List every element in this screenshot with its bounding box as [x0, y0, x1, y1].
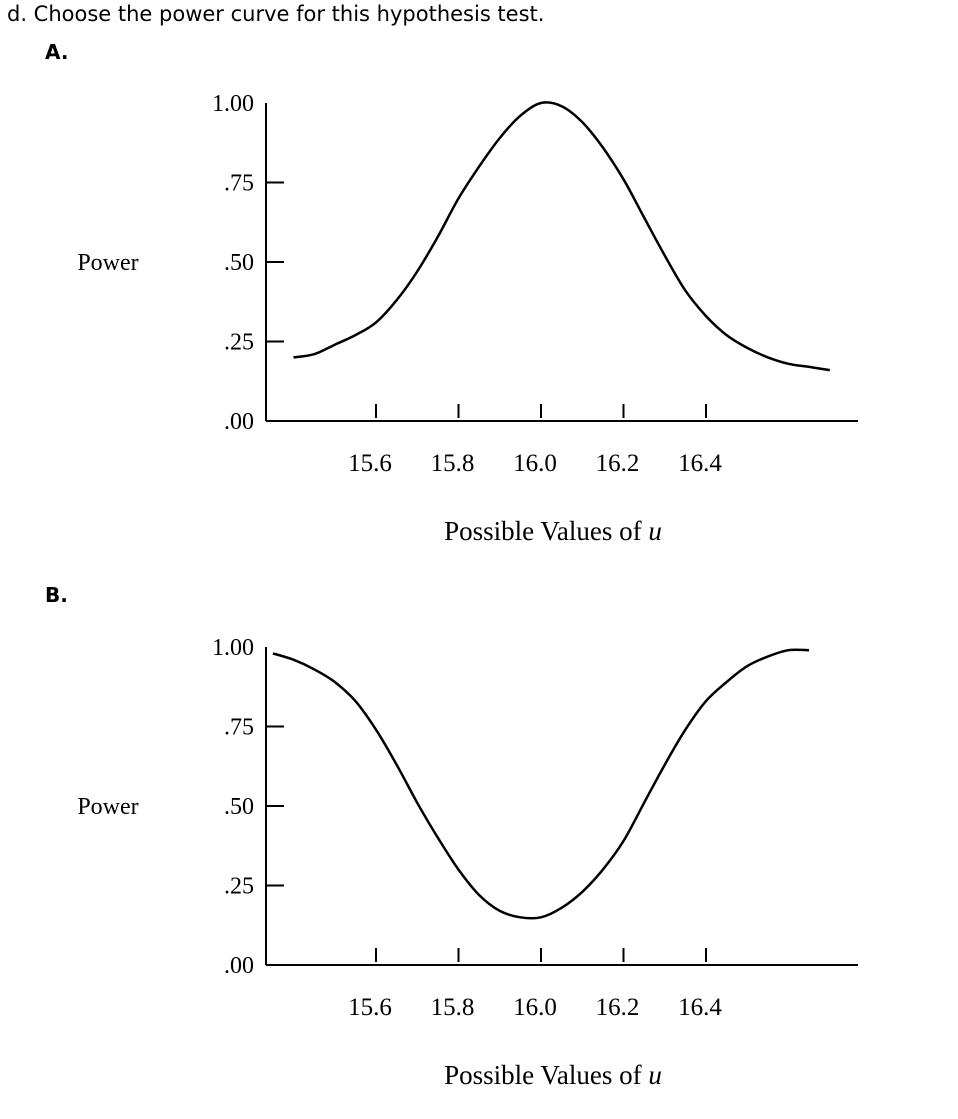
chart-b-y-tick-label: .00	[224, 953, 254, 979]
chart-a-y-tick-label: .25	[224, 330, 254, 356]
chart-a-y-tick-label: .75	[224, 171, 254, 197]
chart-b-x-tick-label: 16.0	[513, 994, 557, 1021]
chart-b-y-tick-label: .75	[224, 715, 254, 741]
option-label-a[interactable]: A.	[45, 40, 69, 64]
chart-b-x-tick-label: 16.2	[596, 994, 640, 1021]
chart-a-y-tick-label: 1.00	[212, 91, 254, 117]
chart-a-x-axis-title: Possible Values of u	[444, 516, 662, 546]
chart-a-power-curve	[293, 101, 830, 372]
chart-b-y-tick-label: 1.00	[212, 635, 254, 661]
chart-a-x-tick-label: 16.0	[513, 450, 557, 477]
chart-b-y-tick-label: .25	[224, 874, 254, 900]
chart-a-x-tick-label: 15.8	[431, 450, 475, 477]
chart-b-power-curve	[272, 648, 810, 920]
chart-b-y-tick-label: .50	[224, 794, 254, 820]
chart-a-x-tick-label: 16.4	[678, 450, 722, 477]
chart-b-x-tick-label: 15.6	[348, 994, 392, 1021]
power-curve-chart-b[interactable]: 1.00 .75 .50 .25 .00 15.6 15.8 16.0 16.2 16.4 Powe…	[0, 619, 958, 1119]
chart-b-svg: 1.00 .75 .50 .25 .00 15.6 15.8 16.0 16.2 16.4 Powe…	[77, 635, 858, 1090]
chart-a-svg: 1.00 .75 .50 .25 .00 15.6 15.8 16.0 16.2 16.4 Powe…	[77, 91, 858, 546]
chart-b-x-tick-label: 16.4	[678, 994, 722, 1021]
chart-b-x-tick-label: 15.8	[431, 994, 475, 1021]
power-curve-chart-a[interactable]: 1.00 .75 .50 .25 .00 15.6 15.8 16.0 16.2 16.4 Powe…	[0, 75, 958, 575]
chart-b-y-axis-title: Power	[77, 794, 138, 820]
question-text: d. Choose the power curve for this hypot…	[7, 2, 545, 26]
chart-a-y-tick-label: .00	[224, 409, 254, 435]
chart-a-y-tick-label: .50	[224, 250, 254, 276]
chart-a-x-tick-label: 15.6	[348, 450, 392, 477]
chart-b-x-axis-title: Possible Values of u	[444, 1060, 662, 1090]
chart-a-y-axis-title: Power	[77, 250, 138, 276]
option-label-b[interactable]: B.	[45, 583, 68, 607]
chart-a-x-tick-label: 16.2	[596, 450, 640, 477]
